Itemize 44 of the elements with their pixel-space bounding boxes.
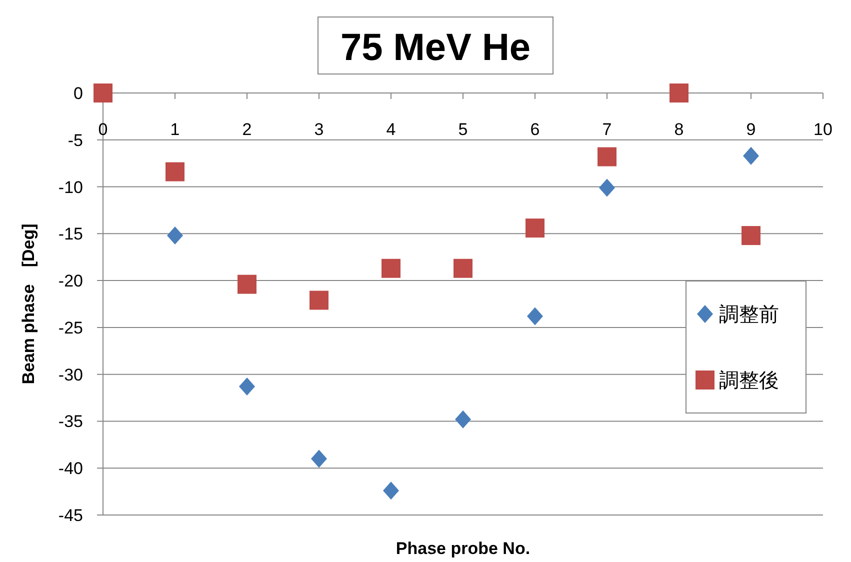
- point: [526, 218, 544, 238]
- y-tick-label: 0: [74, 84, 83, 103]
- point: [743, 146, 759, 165]
- x-tick-label: 7: [602, 120, 612, 139]
- x-tick-label: 0: [98, 120, 108, 139]
- point: [310, 290, 328, 310]
- y-tick-label: -10: [58, 178, 83, 197]
- point: [166, 162, 184, 182]
- x-tick-label: 10: [814, 120, 832, 139]
- chart-title: 75 MeV He: [340, 27, 531, 69]
- point: [527, 307, 543, 326]
- point: [167, 226, 183, 245]
- y-tick-label: -30: [58, 365, 83, 384]
- y-tick-label: -45: [58, 506, 83, 525]
- y-tick-label: -20: [58, 272, 83, 291]
- point: [455, 410, 471, 428]
- legend-label: 調整後: [719, 370, 779, 392]
- x-tick-label: 9: [746, 120, 756, 139]
- point: [239, 378, 255, 396]
- point: [598, 147, 616, 166]
- point: [94, 84, 112, 102]
- point: [742, 226, 760, 246]
- point: [238, 274, 256, 294]
- x-tick-label: 4: [386, 120, 396, 139]
- legend-label: 調整前: [719, 304, 779, 326]
- y-tick-label: -15: [58, 224, 83, 244]
- y-tick-label: -35: [58, 412, 83, 432]
- x-tick-label: 3: [314, 120, 324, 139]
- point: [311, 450, 327, 468]
- x-tick-label: 1: [170, 120, 180, 139]
- y-tick-label: -25: [58, 318, 83, 338]
- y-axis-title: Beam phase [Deg]: [19, 224, 38, 384]
- x-tick-label: 5: [458, 120, 468, 139]
- point: [454, 258, 472, 278]
- x-tick-label: 8: [674, 120, 684, 139]
- y-tick-label: -5: [68, 130, 83, 150]
- point: [383, 482, 399, 500]
- y-tick-label: -40: [58, 459, 83, 478]
- x-axis-title: Phase probe No.: [396, 539, 530, 558]
- x-tick-label: 2: [242, 120, 252, 139]
- point: [670, 84, 688, 102]
- point: [599, 178, 615, 197]
- point: [382, 258, 400, 278]
- x-tick-label: 6: [530, 120, 540, 139]
